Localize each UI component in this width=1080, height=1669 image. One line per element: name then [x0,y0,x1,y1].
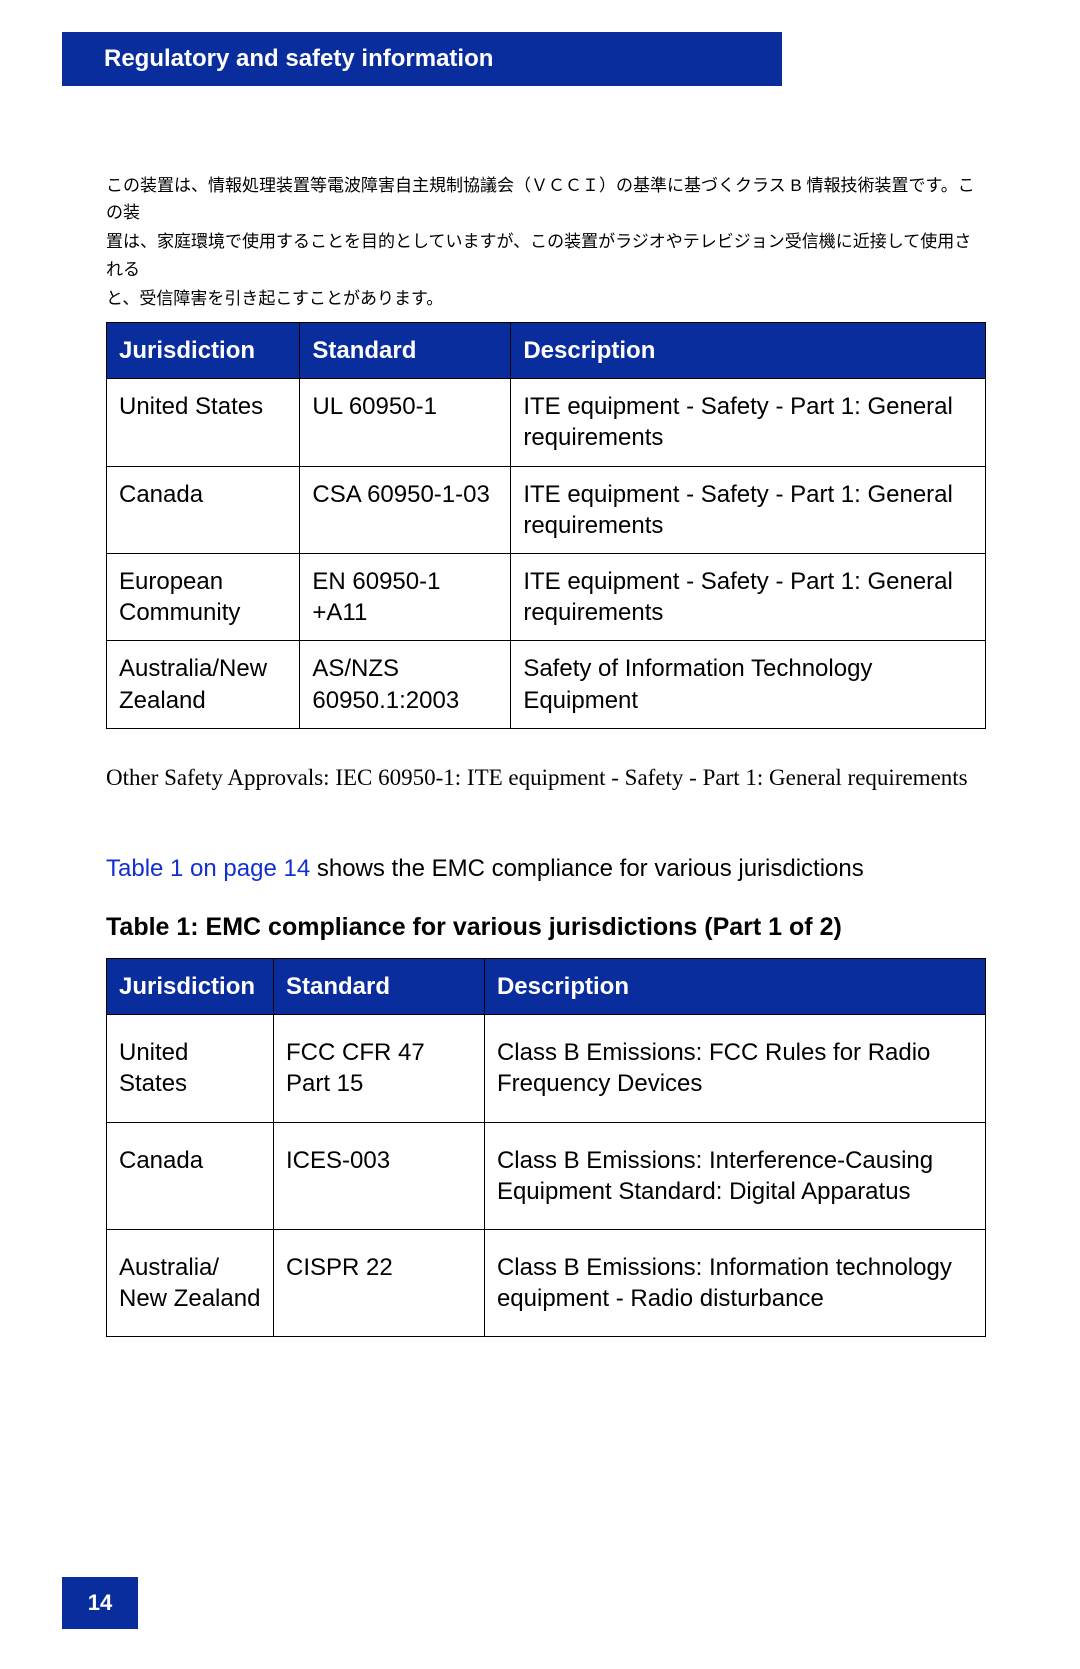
table-cell: Australia/ New Zealand [107,1229,274,1336]
page-title: Regulatory and safety information [104,45,493,73]
table-row: United StatesUL 60950-1ITE equipment - S… [107,379,986,466]
table-cell: Class B Emissions: FCC Rules for Radio F… [484,1015,985,1122]
emc-compliance-table: Jurisdiction Standard Description United… [106,958,986,1337]
cross-reference-link[interactable]: Table 1 on page 14 [106,855,310,882]
table-cell: UL 60950-1 [300,379,511,466]
table-row: Australia/New ZealandAS/NZS 60950.1:2003… [107,641,986,728]
emc-sentence-rest: shows the EMC compliance for various jur… [310,855,864,882]
jp-line-1: この装置は、情報処理装置等電波障害自主規制協議会（ＶＣＣＩ）の基準に基づくクラス… [106,172,976,226]
table1-caption: Table 1: EMC compliance for various juri… [106,913,842,942]
table-row: United StatesFCC CFR 47 Part 15Class B E… [107,1015,986,1122]
jp-line-2: 置は、家庭環境で使用することを目的としていますが、この装置がラジオやテレビジョン… [106,228,976,282]
table-cell: Canada [107,1122,274,1229]
table-cell: Class B Emissions: Interference-Causing … [484,1122,985,1229]
table1-body: United StatesUL 60950-1ITE equipment - S… [107,379,986,729]
table-cell: CSA 60950-1-03 [300,466,511,553]
th-standard: Standard [300,323,511,379]
table-cell: ITE equipment - Safety - Part 1: General… [511,379,986,466]
table-cell: Class B Emissions: Information technolog… [484,1229,985,1336]
table-cell: Canada [107,466,300,553]
th-jurisdiction: Jurisdiction [107,323,300,379]
table-cell: European Community [107,553,300,640]
table-row: Australia/ New ZealandCISPR 22Class B Em… [107,1229,986,1336]
jp-line-3: と、受信障害を引き起こすことがあります。 [106,285,976,312]
table-row: European CommunityEN 60950-1 +A11ITE equ… [107,553,986,640]
table-cell: ITE equipment - Safety - Part 1: General… [511,466,986,553]
table-cell: ITE equipment - Safety - Part 1: General… [511,553,986,640]
table-cell: Australia/New Zealand [107,641,300,728]
th-description: Description [484,959,985,1015]
other-approvals-text: Other Safety Approvals: IEC 60950-1: ITE… [106,764,986,793]
safety-standards-table: Jurisdiction Standard Description United… [106,322,986,729]
th-jurisdiction: Jurisdiction [107,959,274,1015]
table-header-row: Jurisdiction Standard Description [107,323,986,379]
table-row: CanadaICES-003Class B Emissions: Interfe… [107,1122,986,1229]
page-number: 14 [88,1590,112,1616]
table-cell: Safety of Information Technology Equipme… [511,641,986,728]
table-cell: AS/NZS 60950.1:2003 [300,641,511,728]
table-cell: CISPR 22 [274,1229,485,1336]
table-cell: EN 60950-1 +A11 [300,553,511,640]
table-header-row: Jurisdiction Standard Description [107,959,986,1015]
table-cell: United States [107,379,300,466]
page: Regulatory and safety information この装置は、… [0,0,1080,1669]
page-number-box: 14 [62,1577,138,1629]
th-description: Description [511,323,986,379]
table-cell: ICES-003 [274,1122,485,1229]
emc-reference-sentence: Table 1 on page 14 shows the EMC complia… [106,855,986,883]
th-standard: Standard [274,959,485,1015]
table-cell: FCC CFR 47 Part 15 [274,1015,485,1122]
header-bar: Regulatory and safety information [62,32,782,86]
table2-body: United StatesFCC CFR 47 Part 15Class B E… [107,1015,986,1337]
table-cell: United States [107,1015,274,1122]
table-row: CanadaCSA 60950-1-03ITE equipment - Safe… [107,466,986,553]
